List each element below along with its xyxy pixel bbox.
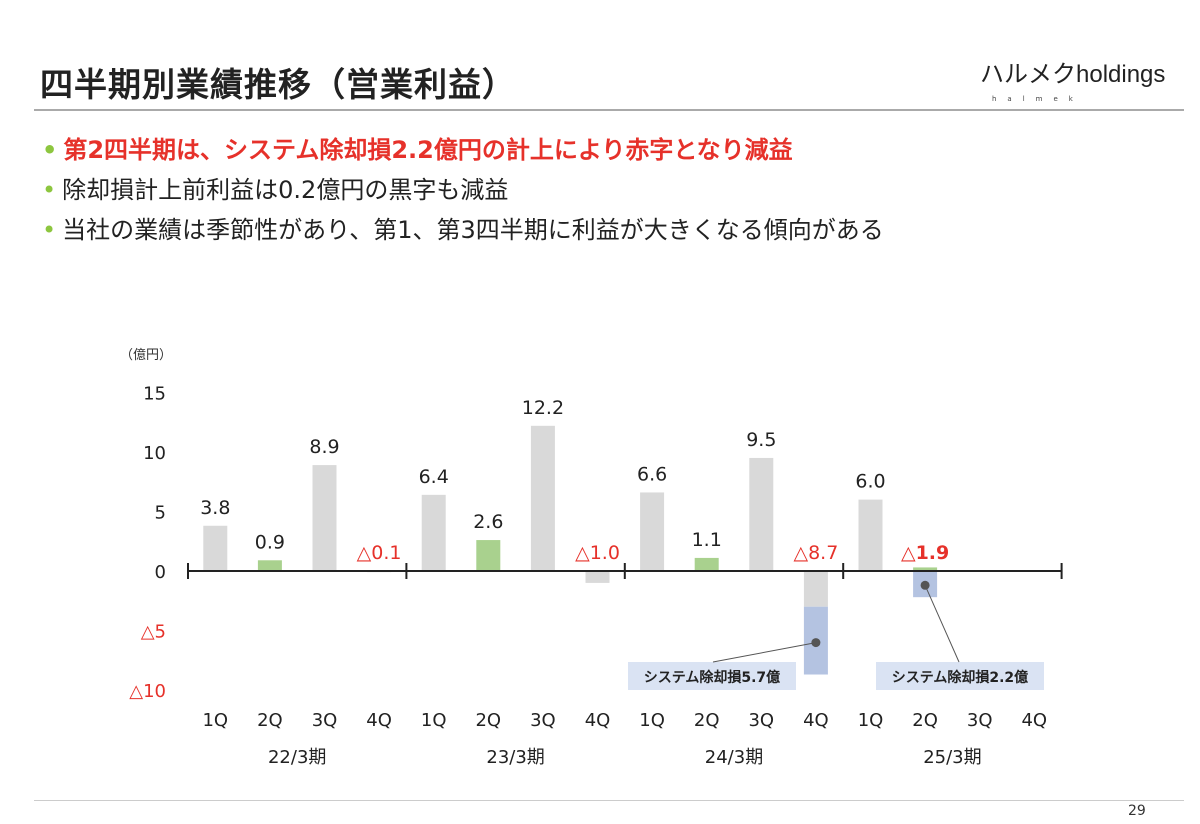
callout-leader <box>924 585 960 663</box>
bar <box>640 492 665 571</box>
x-tick-label: 1Q <box>858 710 884 731</box>
data-label: 6.6 <box>637 463 667 485</box>
y-tick-label: 5 <box>155 503 166 524</box>
logo-text: ハルメクholdings <box>980 61 1166 88</box>
x-tick-label: 4Q <box>366 710 392 731</box>
data-label: △1.9 <box>901 542 949 564</box>
callout-box <box>876 662 1044 690</box>
bar <box>203 525 228 571</box>
callout-label: システム除却損2.2億 <box>892 669 1028 686</box>
logo-subtext: halmek <box>992 95 1084 103</box>
bullet-dot-icon: • <box>42 216 57 244</box>
bar <box>749 457 774 571</box>
x-tick-label: 3Q <box>748 710 774 731</box>
bullet-list: • 第2四半期は、システム除却損2.2億円の計上により赤字となり減益 • 除却損計上… <box>42 130 884 250</box>
bar <box>803 571 828 607</box>
data-label: 3.8 <box>200 497 230 519</box>
data-label: 1.1 <box>692 529 722 551</box>
bar <box>257 560 282 571</box>
bullet-item: • 第2四半期は、システム除却損2.2億円の計上により赤字となり減益 <box>42 130 884 170</box>
x-tick-label: 4Q <box>585 710 611 731</box>
x-tick-label: 1Q <box>639 710 665 731</box>
y-tick-label: 0 <box>155 562 166 583</box>
bar <box>312 465 337 571</box>
bullet-dot-icon: • <box>42 136 58 164</box>
callout-label: システム除却損5.7億 <box>644 669 780 686</box>
x-tick-label: 2Q <box>475 710 501 731</box>
bar <box>858 499 883 571</box>
group-label: 24/3期 <box>705 747 763 768</box>
bullet-text: 第2四半期は、システム除却損2.2億円の計上により赤字となり減益 <box>63 136 793 164</box>
y-tick-label: △5 <box>141 622 166 643</box>
x-tick-label: 3Q <box>312 710 338 731</box>
bar <box>585 571 610 583</box>
data-label: 12.2 <box>522 397 564 419</box>
data-label: 2.6 <box>473 511 503 533</box>
bar <box>694 557 719 571</box>
data-label: 6.0 <box>855 471 885 493</box>
bullet-text: 当社の業績は季節性があり、第1、第3四半期に利益が大きくなる傾向がある <box>62 216 884 244</box>
callout-box <box>628 662 796 690</box>
x-tick-label: 2Q <box>257 710 283 731</box>
x-tick-label: 4Q <box>803 710 829 731</box>
x-tick-label: 3Q <box>530 710 556 731</box>
y-tick-label: 10 <box>143 443 166 464</box>
data-label: △0.1 <box>357 542 402 564</box>
title-divider <box>34 109 1184 111</box>
data-label: 0.9 <box>255 531 285 553</box>
x-tick-label: 1Q <box>421 710 447 731</box>
x-tick-label: 2Q <box>694 710 720 731</box>
bar <box>913 567 938 571</box>
group-label: 23/3期 <box>486 747 544 768</box>
data-label: 9.5 <box>746 429 776 451</box>
x-tick-label: 3Q <box>967 710 993 731</box>
bullet-dot-icon: • <box>42 176 57 204</box>
unit-label: （億円） <box>120 347 172 363</box>
y-tick-label: 15 <box>143 384 166 405</box>
data-label: △8.7 <box>793 542 838 564</box>
bar <box>530 425 555 571</box>
callout-dot <box>920 580 930 590</box>
group-label: 25/3期 <box>923 747 981 768</box>
bar <box>421 494 446 571</box>
group-label: 22/3期 <box>268 747 326 768</box>
bullet-text: 除却損計上前利益は0.2億円の黒字も減益 <box>62 176 509 204</box>
callout-dot <box>811 638 821 648</box>
x-tick-label: 4Q <box>1021 710 1047 731</box>
x-tick-label: 1Q <box>202 710 228 731</box>
footer-divider <box>34 800 1184 801</box>
data-label: 6.4 <box>419 466 449 488</box>
y-tick-label: △10 <box>129 681 166 702</box>
bullet-item: • 当社の業績は季節性があり、第1、第3四半期に利益が大きくなる傾向がある <box>42 210 884 250</box>
x-tick-label: 2Q <box>912 710 938 731</box>
callout-leader <box>712 642 816 663</box>
data-label: △1.0 <box>575 542 620 564</box>
bullet-item: • 除却損計上前利益は0.2億円の黒字も減益 <box>42 170 884 210</box>
page-title: 四半期別業績推移（営業利益） <box>40 65 516 104</box>
data-label: 8.9 <box>309 436 339 458</box>
page-number: 29 <box>1128 803 1146 819</box>
bar <box>476 540 501 571</box>
